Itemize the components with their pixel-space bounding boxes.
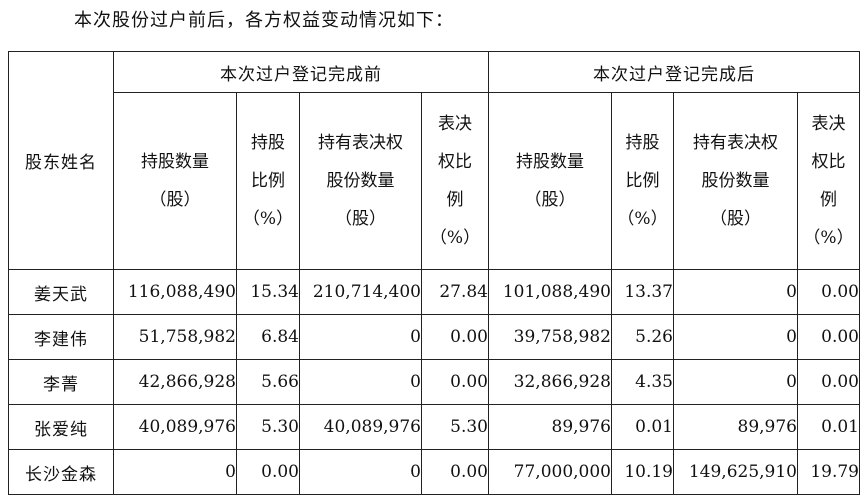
before-voting-ratio: 27.84 [421,269,489,315]
header-line: 持有表决权 [693,133,778,153]
after-voting-ratio: 0.00 [797,359,860,405]
header-line: 持有表决权 [318,133,403,153]
before-shares: 42,866,928 [113,359,237,405]
header-line: （%） [242,209,294,229]
after-shares: 101,088,490 [488,269,612,315]
shareholder-name-header: 股东姓名 [8,51,114,270]
header-line: （%） [803,228,854,248]
after-ratio: 10.19 [611,449,674,495]
after-shares: 77,000,000 [488,449,612,495]
header-line: （股） [524,190,576,210]
header-line: 比例 [251,171,285,191]
header-line: 持股数量 [141,152,209,172]
table-row: 李菁 42,866,928 5.66 0 0.00 32,866,928 4.3… [8,359,860,405]
before-voting-ratio: 0.00 [421,314,489,360]
after-voting-ratio: 0.00 [797,314,860,360]
after-voting-shares: 0 [673,314,798,360]
after-voting-shares: 0 [673,269,798,315]
before-voting-ratio: 5.30 [421,404,489,450]
before-transfer-header: 本次过户登记完成前 [113,51,489,93]
header-line: （股） [149,190,201,210]
table-row: 张爱纯 40,089,976 5.30 40,089,976 5.30 89,9… [8,404,860,450]
after-ratio: 13.37 [611,269,674,315]
after-ratio: 0.01 [611,404,674,450]
before-shares-header: 持股数量 （股） [113,92,237,270]
shareholder-name: 长沙金森 [8,449,114,495]
after-voting-shares: 149,625,910 [673,449,798,495]
after-shares: 89,976 [488,404,612,450]
after-ratio: 4.35 [611,359,674,405]
before-shares: 51,758,982 [113,314,237,360]
header-line: （股） [335,209,386,229]
shareholder-name: 姜天武 [8,269,114,315]
after-voting-shares-header: 持有表决权 股份数量 （股） [673,92,798,270]
header-line: （%） [617,209,668,229]
after-voting-ratio: 0.01 [797,404,860,450]
before-voting-shares: 40,089,976 [299,404,422,450]
table-row: 长沙金森 0 0.00 0 0.00 77,000,000 10.19 149,… [8,449,860,495]
after-shares: 39,758,982 [488,314,612,360]
header-line: 权比 [811,152,846,172]
before-shares: 116,088,490 [113,269,237,315]
shareholder-name: 李菁 [8,359,114,405]
before-voting-ratio-header: 表决 权比 例 （%） [421,92,489,270]
header-line: 比例 [625,171,660,191]
header-line: （%） [429,228,481,248]
header-line: 股份数量 [326,171,395,191]
after-ratio: 5.26 [611,314,674,360]
table-row: 李建伟 51,758,982 6.84 0 0.00 39,758,982 5.… [8,314,860,360]
after-voting-ratio-header: 表决 权比 例 （%） [797,92,860,270]
intro-text: 本次股份过户前后，各方权益变动情况如下： [74,10,454,31]
table-row: 姜天武 116,088,490 15.34 210,714,400 27.84 … [8,269,860,315]
before-shares: 40,089,976 [113,404,237,450]
header-line: 例 [446,190,464,210]
before-voting-shares: 0 [299,359,422,405]
header-line: 持股数量 [516,152,584,172]
after-ratio-header: 持股 比例 （%） [611,92,674,270]
header-line: 持股 [251,133,285,153]
shareholder-name: 李建伟 [8,314,114,360]
after-voting-ratio: 19.79 [797,449,860,495]
before-voting-shares: 0 [299,314,422,360]
before-ratio-header: 持股 比例 （%） [236,92,300,270]
after-voting-ratio: 0.00 [797,269,860,315]
equity-change-table: 股东姓名 本次过户登记完成前 本次过户登记完成后 持股数量 （股） 持股 比例 … [8,51,860,495]
before-voting-shares-header: 持有表决权 股份数量 （股） [299,92,422,270]
header-line: 表决 [811,114,846,134]
before-ratio: 5.30 [236,404,300,450]
shareholder-name: 张爱纯 [8,404,114,450]
before-ratio: 15.34 [236,269,300,315]
header-line: 持股 [625,133,660,153]
after-shares: 32,866,928 [488,359,612,405]
before-ratio: 5.66 [236,359,300,405]
before-ratio: 6.84 [236,314,300,360]
before-voting-ratio: 0.00 [421,449,489,495]
header-line: 例 [820,190,837,210]
after-voting-shares: 89,976 [673,404,798,450]
before-voting-shares: 0 [299,449,422,495]
header-line: 权比 [438,152,472,172]
before-shares: 0 [113,449,237,495]
after-voting-shares: 0 [673,359,798,405]
column-header-row: 持股数量 （股） 持股 比例 （%） 持有表决权 股份数量 （股） 表决 权比 … [9,92,860,270]
after-transfer-header: 本次过户登记完成后 [488,51,860,93]
before-voting-ratio: 0.00 [421,359,489,405]
after-shares-header: 持股数量 （股） [488,92,612,270]
header-line: 表决 [438,114,472,134]
header-line: 股份数量 [701,171,770,191]
before-voting-shares: 210,714,400 [299,269,422,315]
header-line: （股） [710,209,761,229]
group-header-row: 股东姓名 本次过户登记完成前 本次过户登记完成后 [8,51,860,270]
before-ratio: 0.00 [236,449,300,495]
